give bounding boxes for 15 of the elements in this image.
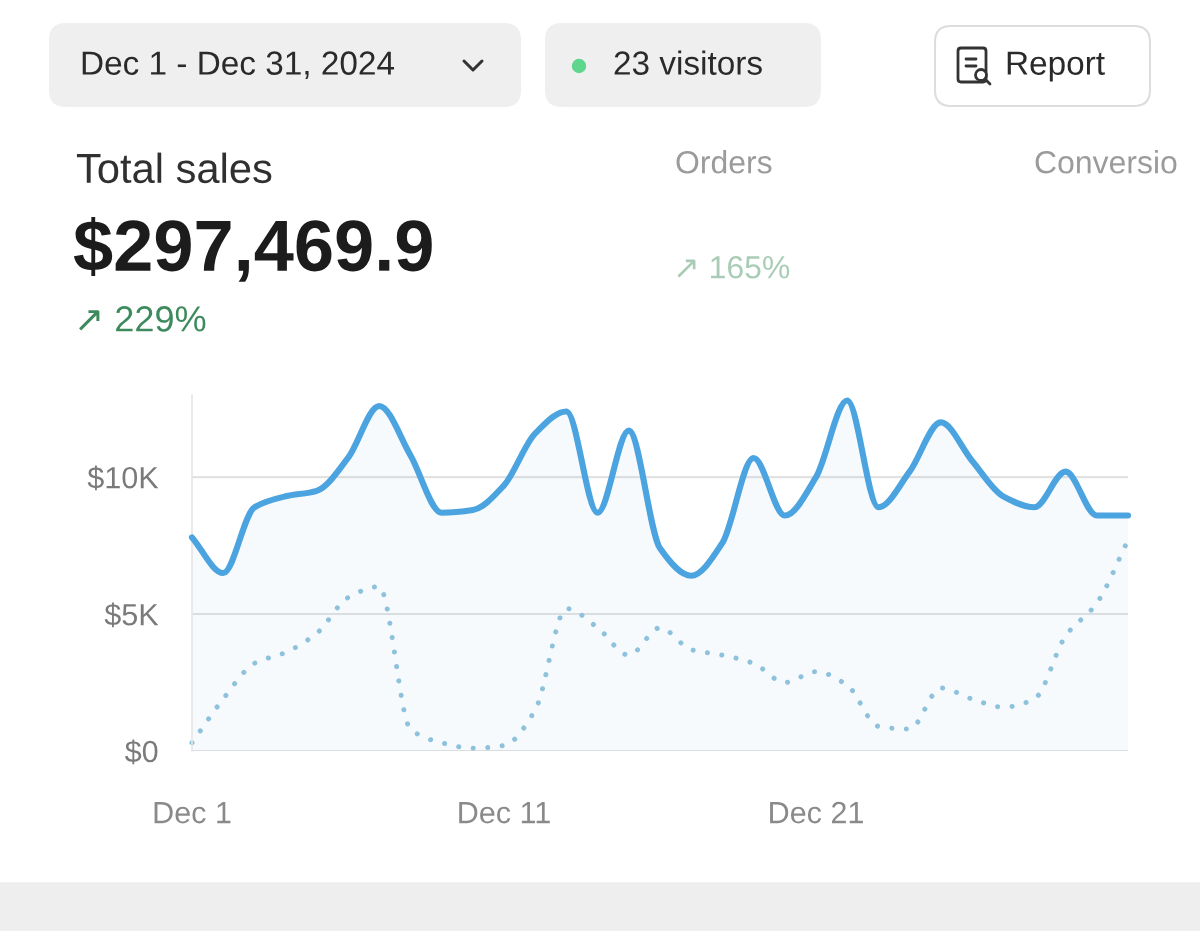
text: 23 visitors <box>614 50 762 75</box>
text: Orders <box>676 150 772 174</box>
chart-title: Total sales <box>76 152 272 184</box>
y-tick-label: $0 <box>125 739 158 765</box>
x-tick-label: Dec 11 <box>459 802 550 824</box>
text: Conversio <box>1035 150 1177 174</box>
x-tick-label: Dec 21 <box>770 801 863 824</box>
text: ↗ 229% <box>79 306 206 332</box>
y-tick-label: $10K <box>87 465 159 491</box>
chart-subtitle: $297,469.9 <box>73 217 432 282</box>
y-tick-label: $5K <box>104 602 159 628</box>
x-tick-label: Dec 1 <box>154 802 231 824</box>
text: Dec 1 - Dec 31, 2024 <box>82 51 395 79</box>
text: ↗ 165% <box>677 255 790 279</box>
text: Report <box>1007 51 1105 82</box>
